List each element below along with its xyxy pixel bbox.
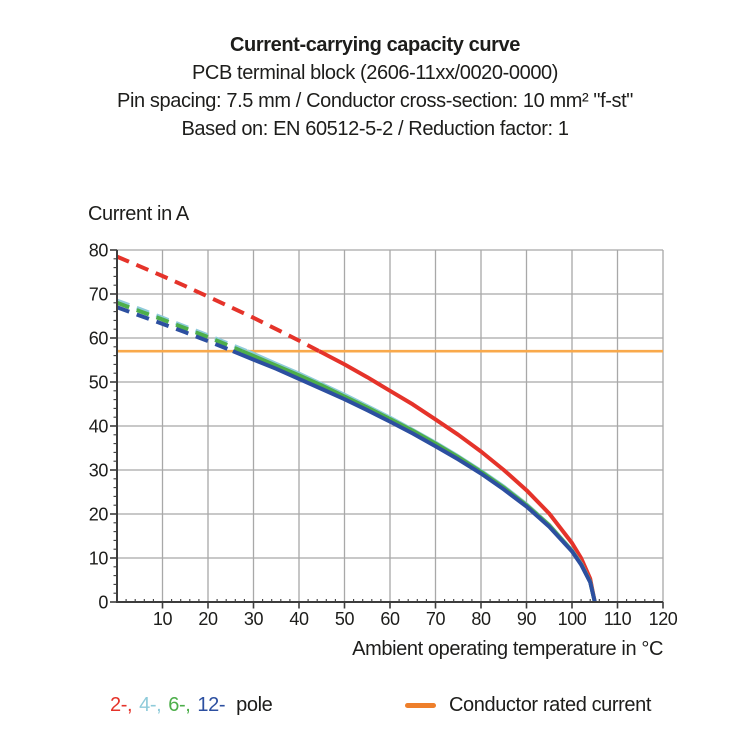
x-tick-label: 70 bbox=[426, 609, 446, 629]
y-tick-label: 0 bbox=[98, 593, 108, 613]
x-tick-label: 60 bbox=[380, 609, 400, 629]
pole-legend: 2-, 4-, 6-, 12- pole bbox=[110, 694, 273, 717]
curve-6-pole-dashed bbox=[116, 300, 243, 354]
pole-legend-item: 2-, bbox=[110, 694, 133, 716]
curve-2-pole-solid bbox=[318, 349, 597, 603]
x-tick-label: 100 bbox=[558, 609, 587, 629]
title-block: Current-carrying capacity curve PCB term… bbox=[0, 31, 750, 143]
x-tick-label: 30 bbox=[244, 609, 264, 629]
conductor-rated-current-legend: Conductor rated current bbox=[405, 694, 651, 717]
x-tick-label: 40 bbox=[289, 609, 309, 629]
y-axis-title: Current in A bbox=[88, 203, 189, 225]
pole-legend-item: 12- bbox=[197, 694, 226, 716]
pole-legend-item: 4-, bbox=[139, 694, 162, 716]
x-tick-label: 80 bbox=[471, 609, 491, 629]
y-tick-label: 80 bbox=[89, 241, 109, 261]
pole-legend-items: 2-, 4-, 6-, 12- bbox=[110, 694, 232, 717]
curve-12-pole-dashed bbox=[116, 305, 234, 354]
chart-subtitle-specs: Pin spacing: 7.5 mm / Conductor cross-se… bbox=[117, 90, 633, 112]
y-tick-label: 40 bbox=[89, 417, 109, 437]
y-tick-label: 20 bbox=[89, 505, 109, 525]
y-tick-label: 30 bbox=[89, 461, 109, 481]
x-axis-title: Ambient operating temperature in °C bbox=[352, 638, 663, 660]
x-tick-label: 10 bbox=[153, 609, 173, 629]
curve-6-pole-solid bbox=[241, 349, 597, 603]
curve-2-pole-dashed bbox=[116, 254, 321, 353]
y-tick-label: 60 bbox=[89, 329, 109, 349]
x-tick-label: 90 bbox=[517, 609, 537, 629]
y-tick-label: 10 bbox=[89, 549, 109, 569]
curve-12-pole-solid bbox=[232, 349, 597, 603]
x-tick-label: 110 bbox=[604, 609, 632, 629]
y-tick-label: 50 bbox=[89, 373, 109, 393]
x-tick-label: 50 bbox=[335, 609, 355, 629]
x-tick-label: 20 bbox=[198, 609, 218, 629]
conductor-rated-current-label: Conductor rated current bbox=[449, 694, 652, 716]
chart-title: Current-carrying capacity curve bbox=[230, 34, 520, 56]
conductor-rated-current-swatch bbox=[405, 703, 436, 708]
chart-subtitle-standard: Based on: EN 60512-5-2 / Reduction facto… bbox=[181, 118, 569, 140]
y-tick-label: 70 bbox=[89, 285, 109, 305]
pole-legend-suffix: pole bbox=[236, 694, 273, 716]
chart-subtitle-product: PCB terminal block (2606-11xx/0020-0000) bbox=[191, 62, 559, 84]
x-tick-label: 120 bbox=[649, 609, 678, 629]
pole-legend-item: 6-, bbox=[168, 694, 191, 716]
